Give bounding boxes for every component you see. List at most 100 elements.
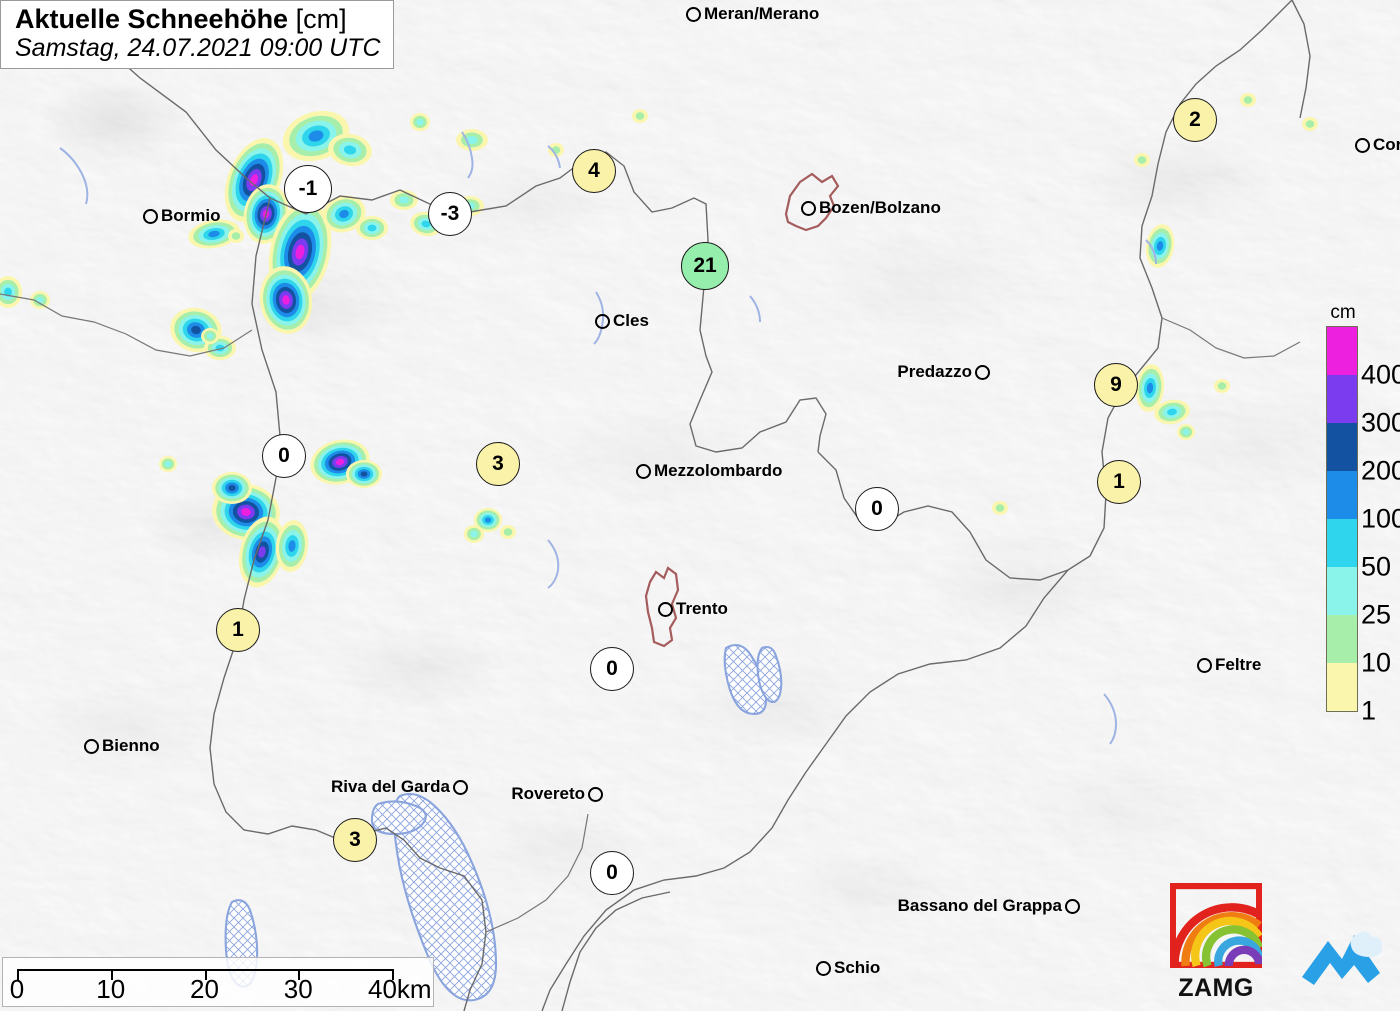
snow-contour-band (398, 196, 410, 204)
city-name: Schio (834, 958, 881, 977)
snow-contour-band (484, 517, 492, 523)
snow-contour-band (635, 112, 645, 120)
zamg-rainbow-icon (1169, 882, 1264, 969)
station-marker[interactable]: 2 (1173, 98, 1217, 142)
station-marker[interactable]: 4 (572, 149, 616, 193)
snow-contour-band (241, 508, 251, 516)
snow-contour-band (288, 540, 296, 552)
title-text: Aktuelle Schneehöhe (15, 4, 289, 34)
snow-contour-band (231, 232, 241, 240)
snow-contour-band (335, 458, 345, 466)
city-marker-icon (1197, 657, 1212, 673)
legend-band-300: 300 (1327, 375, 1400, 436)
scale-label-1: 10 (96, 974, 126, 1004)
snow-contour-band (421, 220, 431, 228)
snow-contour-band (1243, 96, 1253, 104)
station-marker[interactable]: 3 (476, 442, 520, 486)
scale-bar: 0 10 20 30 40km (2, 957, 434, 1007)
snow-contour-band (258, 546, 266, 558)
station-marker[interactable]: 0 (590, 851, 634, 895)
snow-contour-band (466, 135, 478, 145)
city-label: Rovereto (511, 784, 603, 804)
city-marker-icon (84, 738, 99, 754)
city-marker-icon (801, 200, 816, 216)
city-marker-icon (975, 364, 990, 380)
city-label: Riva del Garda (331, 777, 468, 797)
scale-tick-0 (17, 969, 19, 980)
station-marker[interactable]: 21 (681, 242, 729, 290)
city-label: Bozen/Bolzano (801, 198, 941, 218)
legend-band-1: 1 (1327, 663, 1376, 724)
city-marker-icon (1355, 137, 1370, 153)
scale-tick-2 (204, 969, 207, 980)
snow-contour-band (1156, 241, 1164, 251)
snow-contour-band (1182, 429, 1190, 435)
legend-tick-400: 400 (1361, 359, 1400, 390)
legend-band-25: 25 (1327, 567, 1391, 628)
snow-contour-band (1146, 382, 1154, 394)
city-name: Trento (676, 599, 728, 618)
station-marker[interactable]: 9 (1094, 363, 1138, 407)
city-marker-icon (588, 786, 603, 802)
city-marker-icon (453, 779, 468, 795)
scale-label-4: 40km (368, 974, 432, 1004)
snow-contour-band (282, 295, 290, 305)
city-name: Rovereto (511, 784, 585, 803)
legend-band-400: 400 (1327, 327, 1400, 388)
station-marker[interactable]: -3 (428, 192, 472, 236)
snow-contour-band (343, 145, 357, 155)
city-name: Cortina (1373, 135, 1400, 154)
city-label: Predazzo (897, 362, 990, 382)
station-marker[interactable]: 1 (216, 608, 260, 652)
station-marker[interactable]: 0 (262, 434, 306, 478)
scale-label-2: 20 (190, 974, 219, 1004)
snow-contour-band (470, 530, 478, 538)
snow-contour-band (1305, 120, 1315, 128)
city-marker-icon (595, 313, 610, 329)
snow-contour-band (503, 528, 513, 536)
snow-contour-band (1137, 156, 1147, 164)
scale-label-3: 30 (283, 974, 313, 1004)
city-name: Bassano del Grappa (897, 896, 1062, 915)
snow-contour-band (308, 130, 324, 142)
zamg-logo: ZAMG (1169, 882, 1264, 1003)
legend-band-200: 200 (1327, 423, 1400, 484)
city-name: Meran/Merano (704, 4, 820, 23)
legend-tick-50: 50 (1361, 551, 1392, 582)
scale-tick-4 (392, 969, 394, 980)
legend-band-100: 100 (1327, 471, 1400, 532)
station-marker[interactable]: 1 (1097, 460, 1141, 504)
station-marker[interactable]: 0 (590, 647, 634, 691)
legend-tick-10: 10 (1361, 647, 1392, 678)
scale-tick-3 (298, 969, 301, 980)
snow-contour-band (416, 118, 424, 126)
city-label: Trento (658, 599, 728, 619)
legend-band-50: 50 (1327, 519, 1391, 580)
page-title: Aktuelle Schneehöhe [cm] (15, 4, 381, 34)
title-unit: [cm] (295, 4, 347, 34)
city-marker-icon (1065, 898, 1080, 914)
city-marker-icon (636, 463, 651, 479)
snow-contour-band (995, 504, 1005, 512)
city-name: Bozen/Bolzano (819, 198, 941, 217)
color-legend: cm 400 300 200 100 50 25 10 1 (1308, 302, 1400, 724)
city-name: Feltre (1215, 655, 1262, 674)
legend-band-10: 10 (1327, 615, 1391, 676)
snow-contour-band (36, 296, 44, 304)
snow-contour-band (4, 287, 12, 297)
city-label: Meran/Merano (686, 4, 819, 24)
city-name: Bormio (161, 206, 221, 225)
snow-contour-band (295, 244, 305, 260)
mountain-cloud-icon (1302, 931, 1382, 985)
city-marker-icon (686, 6, 701, 22)
city-label: Bienno (84, 736, 160, 756)
city-label: Cles (595, 311, 649, 331)
city-marker-icon (143, 208, 158, 224)
legend-tick-300: 300 (1361, 407, 1400, 438)
station-marker[interactable]: 3 (333, 818, 377, 862)
logo-area: ZAMG (1169, 882, 1384, 1003)
city-name: Cles (613, 311, 649, 330)
station-marker[interactable]: -1 (284, 165, 332, 213)
station-marker[interactable]: 0 (855, 487, 899, 531)
